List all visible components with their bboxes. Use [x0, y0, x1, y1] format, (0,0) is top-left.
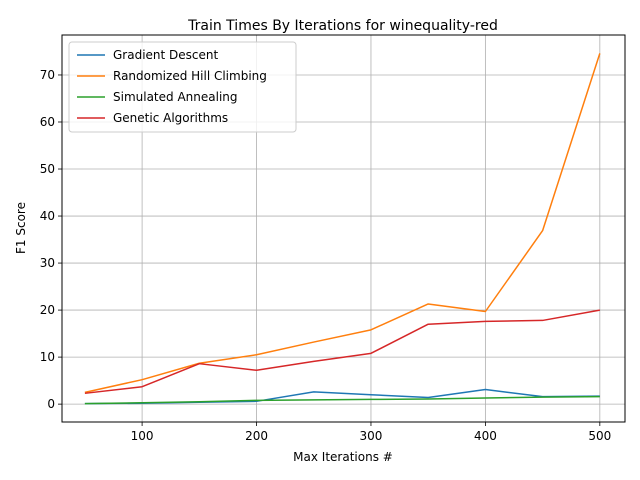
y-tick-label: 10 [40, 350, 55, 364]
series-line-genetic-algorithms [84, 309, 600, 395]
legend-label-simulated-annealing: Simulated Annealing [113, 90, 238, 104]
x-tick-label: 100 [131, 429, 154, 443]
y-tick-label: 70 [40, 68, 55, 82]
x-axis-title: Max Iterations # [293, 450, 393, 464]
x-tick-label: 400 [474, 429, 497, 443]
x-tick-label: 200 [245, 429, 268, 443]
legend-label-gradient-descent: Gradient Descent [113, 48, 219, 62]
series-lines [84, 53, 601, 405]
series-line-randomized-hill-climbing [84, 53, 601, 394]
plot-frame [61, 34, 626, 423]
x-tick-label: 500 [588, 429, 611, 443]
legend-label-randomized-hill-climbing: Randomized Hill Climbing [113, 69, 267, 83]
y-tick-label: 30 [40, 256, 55, 270]
y-tick-label: 50 [40, 162, 55, 176]
legend-label-genetic-algorithms: Genetic Algorithms [113, 111, 228, 125]
x-axis-ticks: 100 200 300 400 500 [131, 422, 611, 443]
y-tick-label: 40 [40, 209, 55, 223]
series-line-gradient-descent [84, 388, 600, 405]
y-axis-ticks: 0 10 20 30 40 50 60 70 [40, 68, 62, 411]
y-tick-label: 20 [40, 303, 55, 317]
series-line-simulated-annealing [84, 395, 600, 405]
y-axis-title: F1 Score [14, 202, 28, 254]
x-tick-label: 300 [360, 429, 383, 443]
y-tick-label: 60 [40, 115, 55, 129]
chart-title: Train Times By Iterations for winequalit… [187, 18, 498, 34]
legend: Gradient Descent Randomized Hill Climbing… [68, 41, 297, 133]
y-tick-label: 0 [47, 397, 55, 411]
legend-box [68, 41, 297, 133]
